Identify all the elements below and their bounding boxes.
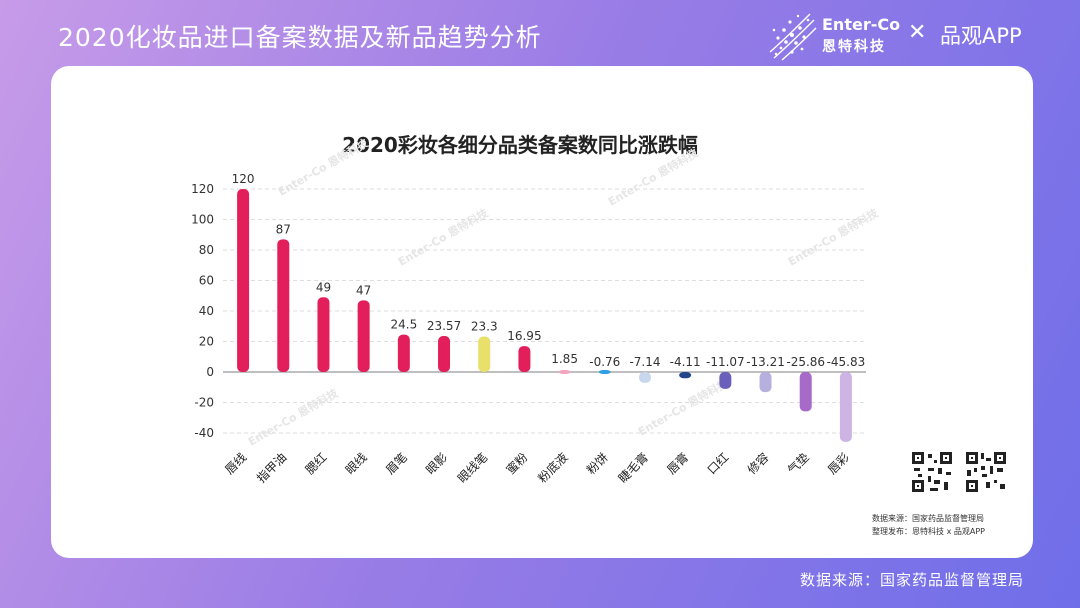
brand-cn-name: 恩特科技 — [822, 39, 886, 55]
cross-icon: ✕ — [908, 20, 927, 45]
bar-指甲油 — [277, 239, 290, 372]
value-label: 120 — [232, 172, 255, 186]
category-label: 腮红 — [302, 450, 330, 478]
bar-蜜粉 — [518, 346, 531, 372]
bar-粉饼 — [598, 370, 611, 374]
category-label: 气垫 — [784, 450, 812, 478]
bar-chart: 2020彩妆各细分品类备案数同比涨跌幅 Enter-Co 恩特科技 Enter-C… — [191, 133, 882, 486]
bar-眼线 — [357, 300, 370, 372]
y-tick-label: 100 — [191, 213, 214, 227]
category-label: 粉底液 — [535, 450, 571, 486]
category-label: 唇彩 — [825, 450, 852, 477]
y-tick-label: 60 — [199, 274, 214, 288]
bar-气垫 — [799, 372, 812, 412]
qr-code-left-icon — [910, 450, 954, 494]
y-tick-label: 40 — [199, 304, 214, 318]
category-label: 唇膏 — [664, 450, 692, 478]
value-label: -25.86 — [786, 355, 825, 369]
y-tick-label: 20 — [199, 335, 214, 349]
value-label: 87 — [276, 222, 291, 236]
category-label: 口红 — [704, 450, 732, 478]
value-label: -11.07 — [706, 355, 745, 369]
category-label: 蜜粉 — [503, 450, 531, 478]
bar-眼影 — [438, 336, 451, 372]
value-label: 47 — [356, 283, 371, 297]
category-label: 睫毛膏 — [615, 450, 651, 486]
watermark-text: Enter-Co 恩特科技 — [786, 205, 882, 268]
category-label: 眼线 — [343, 450, 370, 477]
value-label: 16.95 — [507, 329, 541, 343]
bar-眼线笔 — [478, 336, 491, 372]
category-label: 修容 — [744, 450, 772, 478]
bar-睫毛膏 — [638, 372, 651, 383]
bar-眉笔 — [397, 334, 410, 372]
category-label: 眼线笔 — [454, 450, 490, 486]
value-label: -7.14 — [629, 355, 660, 369]
category-label: 指甲油 — [253, 450, 289, 486]
bar-修容 — [759, 372, 772, 393]
value-label: -13.21 — [746, 355, 785, 369]
y-tick-label: -20 — [194, 396, 214, 410]
y-tick-label: 80 — [199, 243, 214, 257]
bar-腮红 — [317, 297, 330, 372]
value-label: 23.3 — [471, 319, 498, 333]
y-tick-label: -40 — [194, 426, 214, 440]
enter-co-logo-icon — [769, 13, 817, 61]
watermark-text: Enter-Co 恩特科技 — [246, 385, 342, 448]
y-tick-label: 0 — [206, 365, 214, 379]
brand-header: Enter-Co 恩特科技 ✕ 品观APP — [760, 6, 1060, 62]
value-label: -4.11 — [670, 355, 701, 369]
page-title: 2020化妆品进口备案数据及新品趋势分析 — [58, 23, 542, 52]
chart-card: 2020彩妆各细分品类备案数同比涨跌幅 Enter-Co 恩特科技 Enter-C… — [51, 66, 1033, 558]
bar-粉底液 — [558, 370, 571, 374]
partner-name: 品观APP — [940, 24, 1022, 48]
footer-source: 数据来源：国家药品监督管理局 — [799, 571, 1024, 589]
value-label: 23.57 — [427, 319, 461, 333]
value-label: 24.5 — [390, 318, 417, 332]
bar-唇彩 — [839, 372, 852, 442]
watermark-text: Enter-Co 恩特科技 — [396, 205, 492, 268]
source-note: 数据来源：国家药品监督管理局 整理发布：恩特科技 x 品观APP — [872, 512, 985, 538]
watermark-text: Enter-Co 恩特科技 — [636, 375, 732, 438]
source-note-line2: 整理发布：恩特科技 x 品观APP — [872, 527, 985, 536]
source-note-line1: 数据来源：国家药品监督管理局 — [872, 514, 985, 523]
value-label: -0.76 — [589, 355, 620, 369]
category-label: 唇线 — [222, 450, 249, 477]
qr-code-right-icon — [964, 450, 1008, 494]
bar-唇膏 — [679, 372, 692, 379]
bar-唇线 — [237, 189, 250, 372]
category-label: 眼影 — [423, 450, 450, 477]
brand-name: Enter-Co — [822, 15, 901, 34]
category-label: 粉饼 — [584, 450, 611, 477]
chart-title: 2020彩妆各细分品类备案数同比涨跌幅 — [342, 133, 698, 157]
value-label: 49 — [316, 280, 331, 294]
y-tick-label: 120 — [191, 182, 214, 196]
value-label: -45.83 — [827, 355, 866, 369]
value-label: 1.85 — [551, 352, 578, 366]
category-label: 眉笔 — [382, 450, 410, 478]
bar-口红 — [719, 372, 732, 389]
